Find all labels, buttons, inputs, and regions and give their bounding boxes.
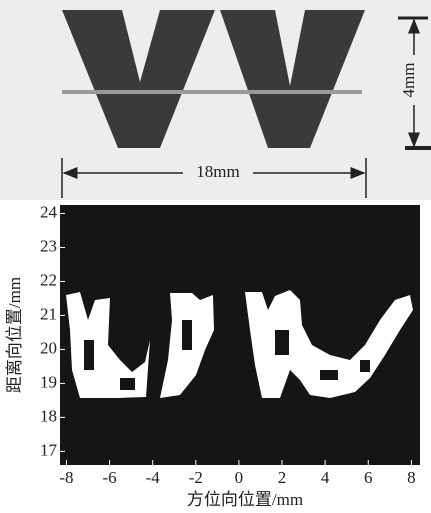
x-tick-label: -8 <box>59 468 73 487</box>
y-tick-label: 18 <box>40 406 57 425</box>
x-tick-label: 6 <box>364 468 373 487</box>
x-tick-label: -6 <box>102 468 116 487</box>
y-tick-label: 19 <box>40 372 57 391</box>
x-tick-label: -2 <box>189 468 203 487</box>
width-label: 18mm <box>196 162 239 181</box>
x-tick-label: 0 <box>235 468 244 487</box>
x-tick-label: 2 <box>278 468 287 487</box>
y-tick-label: 24 <box>40 202 58 221</box>
x-tick-label: -4 <box>146 468 161 487</box>
y-tick-label: 23 <box>40 236 57 255</box>
y-tick-label: 21 <box>40 304 57 323</box>
x-axis-label: 方位向位置/mm <box>187 490 303 509</box>
y-tick-label: 22 <box>40 270 57 289</box>
x-tick-label: 4 <box>321 468 330 487</box>
height-label: 4mm <box>399 63 418 98</box>
image-area <box>60 205 420 465</box>
y-axis-label: 距离向位置/mm <box>5 277 24 393</box>
y-tick-label: 17 <box>40 440 58 459</box>
y-tick-label: 20 <box>40 338 57 357</box>
figure: 4mm 18mm 方位向位置/mm 距离向位置/mm -8-6-4-202468… <box>0 0 431 513</box>
x-tick-label: 8 <box>407 468 416 487</box>
